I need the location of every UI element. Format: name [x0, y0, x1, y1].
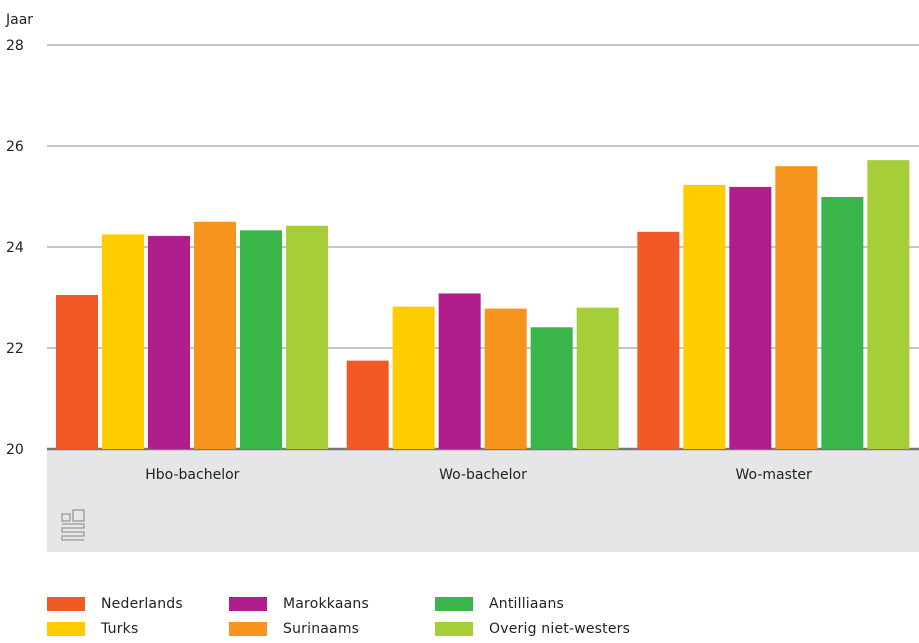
- legend-swatch: [435, 622, 473, 636]
- legend-item: Antilliaans: [435, 594, 564, 614]
- legend-swatch: [229, 597, 267, 611]
- legend-label: Antilliaans: [489, 596, 565, 612]
- bar-wo-master-marokkaans: [729, 186, 772, 449]
- bar-hbo-bachelor-marokkaans: [148, 235, 190, 449]
- bar-wo-master-overig-niet-westers: [867, 160, 910, 449]
- category-label: Hbo-bachelor: [145, 467, 239, 483]
- category-label: Wo-bachelor: [439, 467, 527, 483]
- legend-label: Nederlands: [101, 596, 183, 612]
- bar-wo-master-nederlands: [637, 231, 680, 449]
- bar-wo-bachelor-marokkaans: [438, 293, 481, 449]
- bar-hbo-bachelor-turks: [102, 234, 144, 449]
- y-tick-label: 28: [6, 38, 24, 54]
- legend-item: Nederlands: [47, 594, 183, 614]
- legend-item: Surinaams: [229, 619, 359, 639]
- gridlines: [47, 44, 919, 451]
- y-tick-label: 22: [6, 341, 24, 357]
- bar-chart: 20 22 24 26 28 Hbo-bachelor Wo-bachelor Wo-mas…: [5, 12, 919, 552]
- bar-wo-bachelor-antilliaans: [530, 327, 573, 449]
- y-tick-label: 20: [6, 442, 24, 458]
- bar-wo-bachelor-surinaams: [484, 308, 527, 449]
- bar-wo-bachelor-nederlands: [346, 360, 389, 449]
- legend: Nederlands Turks Marokkaans Surinaams Antill…: [47, 594, 907, 642]
- bar-hbo-bachelor-surinaams: [194, 221, 236, 449]
- y-tick-label: 26: [6, 139, 24, 155]
- legend-item: Marokkaans: [229, 594, 369, 614]
- cbs-logo-icon: [61, 509, 85, 541]
- legend-item: Overig niet-westers: [435, 619, 630, 639]
- legend-swatch: [435, 597, 473, 611]
- category-labels: Hbo-bachelor Wo-bachelor Wo-master: [145, 467, 812, 483]
- y-axis-label: Jaar: [5, 12, 33, 28]
- legend-swatch: [229, 622, 267, 636]
- bar-wo-master-surinaams: [775, 166, 818, 449]
- bar-wo-master-turks: [683, 184, 726, 449]
- legend-swatch: [47, 597, 85, 611]
- legend-label: Surinaams: [283, 621, 360, 637]
- bar-wo-bachelor-overig-niet-westers: [576, 307, 619, 449]
- y-tick-label: 24: [6, 240, 24, 256]
- legend-label: Marokkaans: [283, 596, 369, 612]
- bar-hbo-bachelor-antilliaans: [240, 230, 282, 449]
- bars: [56, 160, 910, 449]
- y-tick-labels: 20 22 24 26 28: [6, 38, 24, 458]
- legend-item: Turks: [47, 619, 138, 639]
- bar-hbo-bachelor-nederlands: [56, 294, 98, 449]
- bar-wo-bachelor-turks: [392, 306, 435, 449]
- category-band: [47, 449, 919, 552]
- bar-wo-master-antilliaans: [821, 197, 864, 449]
- legend-label: Turks: [101, 621, 139, 637]
- legend-label: Overig niet-westers: [489, 621, 631, 637]
- category-label: Wo-master: [736, 467, 813, 483]
- legend-swatch: [47, 622, 85, 636]
- bar-hbo-bachelor-overig-niet-westers: [286, 225, 328, 449]
